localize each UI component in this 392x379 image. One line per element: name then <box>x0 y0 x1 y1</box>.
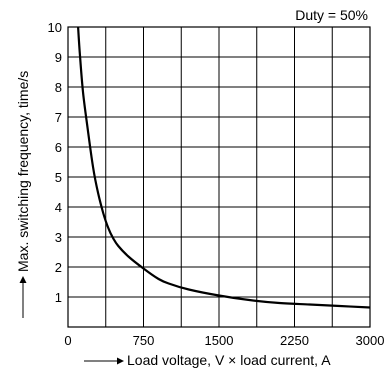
y-tick-label: 7 <box>55 110 62 125</box>
data-point <box>218 295 220 297</box>
y-tick-label: 4 <box>55 200 62 215</box>
data-point <box>92 167 94 169</box>
series-layer <box>77 26 371 309</box>
y-tick-label: 8 <box>55 80 62 95</box>
data-point <box>369 307 371 309</box>
data-point <box>279 302 281 304</box>
y-tick-label: 5 <box>55 170 62 185</box>
plot-frame <box>67 26 371 328</box>
data-point <box>128 256 130 258</box>
data-point <box>82 92 84 94</box>
data-point <box>79 56 81 58</box>
y-tick-label: 2 <box>55 260 62 275</box>
y-axis-label-group: Max. switching frequency, time/s <box>15 71 31 318</box>
data-point <box>309 304 311 306</box>
grid-lines <box>68 27 370 327</box>
tick-labels: 0 750 1500 2250 3000 1 2 3 4 5 6 7 8 9 10 <box>48 20 385 348</box>
data-point <box>102 212 104 214</box>
data-point <box>339 305 341 307</box>
y-axis-label: Max. switching frequency, time/s <box>15 71 31 272</box>
x-axis-label-group: Load voltage, V × load current, A <box>84 352 331 368</box>
data-point <box>143 268 145 270</box>
x-axis-arrow-head <box>117 357 124 365</box>
y-tick-label: 6 <box>55 140 62 155</box>
data-point <box>118 245 120 247</box>
x-tick-label: 0 <box>64 333 71 348</box>
duty-annotation: Duty = 50% <box>295 7 368 23</box>
data-point <box>188 289 190 291</box>
data-point <box>87 131 89 133</box>
data-point <box>168 283 170 285</box>
x-axis-label: Load voltage, V × load current, A <box>127 352 331 368</box>
x-tick-label: 1500 <box>205 333 234 348</box>
y-axis-arrow-head <box>19 276 27 283</box>
y-tick-label: 9 <box>55 50 62 65</box>
x-tick-label: 750 <box>133 333 155 348</box>
data-point <box>248 299 250 301</box>
data-point <box>107 227 109 229</box>
y-tick-label: 1 <box>55 290 62 305</box>
y-tick-label: 10 <box>48 20 62 35</box>
x-tick-label: 3000 <box>356 333 385 348</box>
data-point <box>158 278 160 280</box>
data-point <box>113 238 115 240</box>
series-line <box>77 26 371 309</box>
x-tick-label: 2250 <box>280 333 309 348</box>
data-point <box>77 26 79 28</box>
data-point <box>97 193 99 195</box>
y-tick-label: 3 <box>55 230 62 245</box>
